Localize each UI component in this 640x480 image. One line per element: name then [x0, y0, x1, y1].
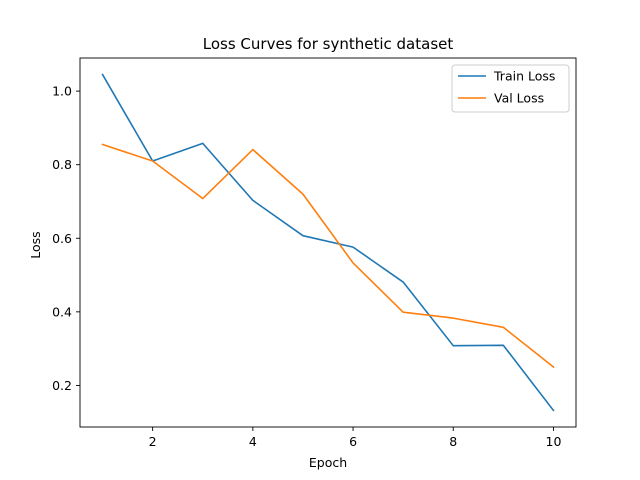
legend-label-val-loss: Val Loss	[494, 91, 544, 106]
plot-area: 2 4 6 8 10 0.2 0.4 0.6 0.8 1.0	[52, 57, 577, 449]
y-tick-label: 0.8	[52, 157, 72, 172]
series-line-train-loss	[101, 73, 555, 412]
y-tick-label: 0.6	[52, 231, 72, 246]
x-tick-label: 4	[249, 434, 257, 449]
y-tick-label: 1.0	[52, 84, 72, 99]
y-tick-label: 0.2	[52, 378, 72, 393]
x-tick-label: 2	[149, 434, 157, 449]
y-axis-label: Loss	[28, 231, 43, 258]
x-tick-label: 10	[546, 434, 562, 449]
x-axis-label: Epoch	[309, 455, 347, 470]
legend: Train Loss Val Loss	[451, 64, 570, 113]
legend-label-train-loss: Train Loss	[493, 69, 555, 84]
y-tick-label: 0.4	[52, 304, 72, 319]
x-tick-label: 8	[449, 434, 457, 449]
plot-frame	[79, 57, 577, 428]
x-tick-label: 6	[349, 434, 357, 449]
chart-title: Loss Curves for synthetic dataset	[203, 35, 454, 53]
series-line-val-loss	[101, 143, 555, 369]
